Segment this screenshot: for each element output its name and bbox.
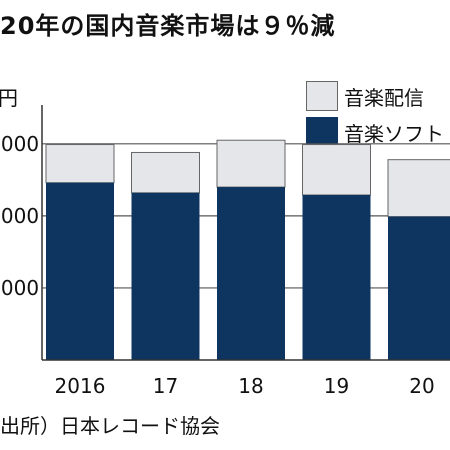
source-note: 出所）日本レコード協会 <box>0 414 220 438</box>
x-tick-label: 2016 <box>55 374 106 398</box>
chart-title: 20年の国内音楽市場は９％減 <box>0 12 336 40</box>
legend-label-software: 音楽ソフト <box>344 121 444 146</box>
bar-software <box>217 187 285 360</box>
legend-item-streaming: 音楽配信 <box>306 78 444 114</box>
y-tick-label: 000 <box>1 276 39 300</box>
x-tick-label: 17 <box>153 374 178 398</box>
y-tick-label: 000 <box>1 132 39 156</box>
bar-software <box>46 182 114 360</box>
bar-streaming <box>216 139 286 188</box>
legend-swatch-software <box>306 117 338 147</box>
bar-software <box>302 194 371 360</box>
y-tick-label: 000 <box>1 204 39 228</box>
legend: 音楽配信 音楽ソフト <box>306 78 444 150</box>
x-tick-label: 20 <box>409 374 434 398</box>
bar-streaming <box>131 151 200 194</box>
bar-streaming <box>45 144 115 184</box>
legend-item-software: 音楽ソフト <box>306 114 444 150</box>
legend-label-streaming: 音楽配信 <box>344 85 424 110</box>
bar-streaming <box>302 144 371 196</box>
x-tick-label: 19 <box>324 374 349 398</box>
y-axis-unit-label: 円 <box>0 86 18 110</box>
bar-software <box>131 192 200 360</box>
legend-swatch-streaming <box>306 81 338 111</box>
bar-streaming <box>387 159 450 218</box>
x-tick-label: 18 <box>238 374 263 398</box>
bar-software <box>388 216 450 360</box>
